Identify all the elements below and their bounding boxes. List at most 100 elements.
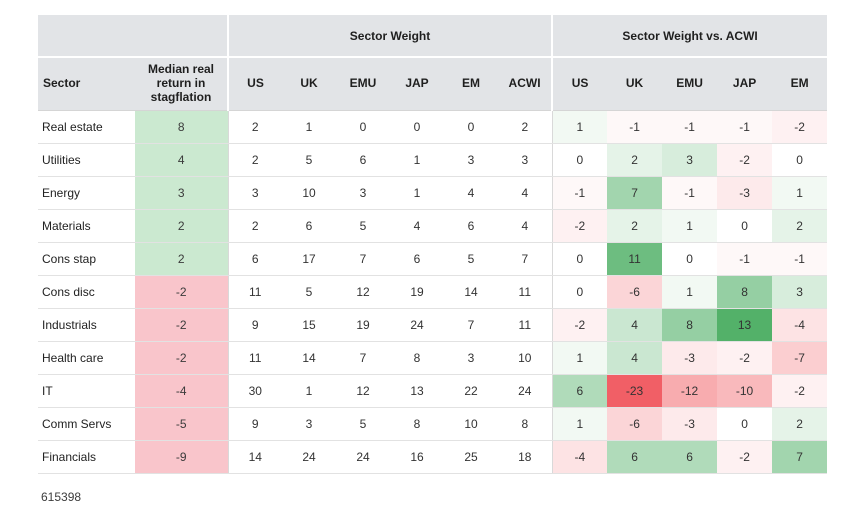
sector-name-cell: Health care (38, 341, 135, 375)
vs-acwi-cell-emu: 1 (662, 275, 718, 309)
vs-acwi-cell-jap: 8 (717, 275, 773, 309)
weight-cell-emu: 6 (336, 143, 390, 177)
vs-acwi-cell-us: 0 (551, 242, 608, 276)
weight-cell-us: 11 (227, 275, 282, 309)
column-header-weight-us: US (227, 57, 282, 111)
vs-acwi-cell-em: 3 (772, 275, 828, 309)
weight-cell-us: 30 (227, 374, 282, 408)
vs-acwi-cell-uk: -1 (607, 110, 663, 144)
vs-acwi-cell-emu: -1 (662, 110, 718, 144)
column-header-weight-em: EM (444, 57, 498, 111)
weight-cell-uk: 6 (282, 209, 336, 243)
column-header-median-real-return: Median real return in stagflation (135, 57, 228, 111)
column-header-vs-acwi-uk: UK (607, 57, 663, 111)
weight-cell-acwi: 10 (498, 341, 553, 375)
weight-cell-em: 3 (444, 143, 498, 177)
weight-cell-acwi: 24 (498, 374, 553, 408)
median-return-cell: -4 (135, 374, 228, 408)
vs-acwi-cell-us: -4 (551, 440, 608, 474)
median-return-cell: 8 (135, 110, 228, 144)
sector-name-cell: Materials (38, 209, 135, 243)
vs-acwi-cell-emu: 1 (662, 209, 718, 243)
weight-cell-uk: 14 (282, 341, 336, 375)
weight-cell-uk: 3 (282, 407, 336, 441)
weight-cell-acwi: 7 (498, 242, 553, 276)
median-return-cell: -5 (135, 407, 228, 441)
weight-cell-acwi: 4 (498, 176, 553, 210)
weight-cell-jap: 6 (390, 242, 444, 276)
weight-cell-us: 3 (227, 176, 282, 210)
vs-acwi-cell-emu: 0 (662, 242, 718, 276)
weight-cell-us: 9 (227, 308, 282, 342)
group-header-blank (38, 15, 228, 58)
table-row: Health care -2 11 14 7 8 3 10 1 4 -3 -2 -7 (38, 341, 828, 375)
vs-acwi-cell-em: 0 (772, 143, 828, 177)
median-return-cell: -2 (135, 308, 228, 342)
vs-acwi-cell-em: -1 (772, 242, 828, 276)
vs-acwi-cell-jap: -3 (717, 176, 773, 210)
vs-acwi-cell-uk: -23 (607, 374, 663, 408)
sector-name-cell: Industrials (38, 308, 135, 342)
footnote: 615398 (41, 490, 82, 504)
weight-cell-emu: 7 (336, 242, 390, 276)
table-row: Financials -9 14 24 24 16 25 18 -4 6 6 -2 7 (38, 440, 828, 474)
weight-cell-us: 9 (227, 407, 282, 441)
vs-acwi-cell-jap: -2 (717, 341, 773, 375)
vs-acwi-cell-jap: 0 (717, 407, 773, 441)
table-row: Utilities 4 2 5 6 1 3 3 0 2 3 -2 0 (38, 143, 828, 177)
table-row: Energy 3 3 10 3 1 4 4 -1 7 -1 -3 1 (38, 176, 828, 210)
vs-acwi-cell-us: 1 (551, 407, 608, 441)
column-header-vs-acwi-emu: EMU (662, 57, 718, 111)
weight-cell-uk: 24 (282, 440, 336, 474)
column-header-vs-acwi-jap: JAP (717, 57, 773, 111)
weight-cell-jap: 8 (390, 407, 444, 441)
column-header-weight-uk: UK (282, 57, 336, 111)
vs-acwi-cell-us: -1 (551, 176, 608, 210)
vs-acwi-cell-uk: 4 (607, 308, 663, 342)
vs-acwi-cell-em: 2 (772, 209, 828, 243)
vs-acwi-cell-uk: 2 (607, 209, 663, 243)
weight-cell-jap: 4 (390, 209, 444, 243)
vs-acwi-cell-us: 0 (551, 143, 608, 177)
weight-cell-em: 5 (444, 242, 498, 276)
weight-cell-jap: 1 (390, 176, 444, 210)
weight-cell-us: 14 (227, 440, 282, 474)
table-row: Industrials -2 9 15 19 24 7 11 -2 4 8 13 -4 (38, 308, 828, 342)
weight-cell-em: 10 (444, 407, 498, 441)
weight-cell-acwi: 11 (498, 275, 553, 309)
vs-acwi-cell-us: 6 (551, 374, 608, 408)
vs-acwi-cell-em: 2 (772, 407, 828, 441)
group-header-sector-weight-vs-acwi: Sector Weight vs. ACWI (551, 15, 828, 58)
weight-cell-uk: 17 (282, 242, 336, 276)
vs-acwi-cell-em: 7 (772, 440, 828, 474)
weight-cell-emu: 0 (336, 110, 390, 144)
table-row: Real estate 8 2 1 0 0 0 2 1 -1 -1 -1 -2 (38, 110, 828, 144)
weight-cell-jap: 13 (390, 374, 444, 408)
vs-acwi-cell-em: -4 (772, 308, 828, 342)
weight-cell-uk: 1 (282, 110, 336, 144)
sector-name-cell: Real estate (38, 110, 135, 144)
weight-cell-em: 4 (444, 176, 498, 210)
group-header-row: Sector Weight Sector Weight vs. ACWI (38, 15, 828, 58)
median-return-cell: 2 (135, 209, 228, 243)
weight-cell-us: 6 (227, 242, 282, 276)
column-header-weight-acwi: ACWI (498, 57, 553, 111)
vs-acwi-cell-uk: -6 (607, 407, 663, 441)
weight-cell-uk: 5 (282, 143, 336, 177)
table-row: Materials 2 2 6 5 4 6 4 -2 2 1 0 2 (38, 209, 828, 243)
group-header-sector-weight: Sector Weight (226, 15, 553, 58)
weight-cell-acwi: 18 (498, 440, 553, 474)
weight-cell-emu: 5 (336, 209, 390, 243)
column-header-sector: Sector (38, 57, 135, 111)
vs-acwi-cell-jap: -10 (717, 374, 773, 408)
column-header-weight-emu: EMU (336, 57, 390, 111)
weight-cell-uk: 5 (282, 275, 336, 309)
vs-acwi-cell-jap: -1 (717, 242, 773, 276)
column-header-weight-jap: JAP (390, 57, 444, 111)
weight-cell-us: 2 (227, 209, 282, 243)
sector-name-cell: Cons disc (38, 275, 135, 309)
median-return-cell: -9 (135, 440, 228, 474)
weight-cell-jap: 19 (390, 275, 444, 309)
median-return-cell: 2 (135, 242, 228, 276)
vs-acwi-cell-uk: 2 (607, 143, 663, 177)
